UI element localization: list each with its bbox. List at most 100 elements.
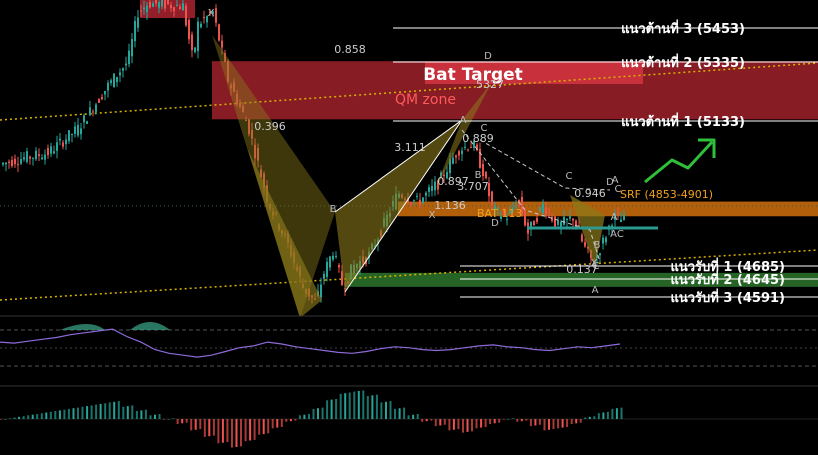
candle-body <box>59 138 61 141</box>
macd-bar <box>289 419 292 422</box>
candle-body <box>509 210 511 214</box>
macd-bar <box>548 419 550 430</box>
macd-bar <box>457 419 460 430</box>
macd-bar <box>163 419 165 420</box>
candle-body <box>437 180 439 190</box>
candle-body <box>470 147 472 149</box>
candle-body <box>419 199 421 205</box>
macd-bar <box>13 417 16 419</box>
bat-label: BAT 113 <box>477 207 522 220</box>
candle-body <box>560 221 562 227</box>
candle-body <box>125 63 127 66</box>
candle-body <box>101 96 103 100</box>
candle-body <box>212 11 214 14</box>
macd-bar <box>67 408 70 419</box>
macd-bar <box>380 402 383 419</box>
candle-body <box>191 34 193 51</box>
candle-body <box>164 0 166 9</box>
candle-body <box>569 216 571 219</box>
candle-body <box>431 185 433 191</box>
candle-body <box>11 159 13 167</box>
macd-bar <box>235 419 238 447</box>
resistance-label-1: แนวต้านที่ 3 (5453) <box>621 19 745 37</box>
candle-body <box>185 5 187 26</box>
macd-bar <box>471 419 473 432</box>
candle-body <box>416 195 418 197</box>
macd-bar <box>525 419 528 421</box>
candle-body <box>248 119 250 135</box>
candle-body <box>320 284 322 298</box>
macd-bar <box>303 414 306 419</box>
macd-bar <box>154 414 156 419</box>
candle-body <box>413 199 415 201</box>
macd-bar <box>262 419 265 435</box>
macd-bar <box>77 407 79 419</box>
candle-body <box>623 214 625 221</box>
candle-body <box>149 2 151 8</box>
macd-bar <box>18 416 21 419</box>
ratio-label: 5327 <box>476 78 504 91</box>
macd-bar <box>45 412 48 419</box>
pattern-point-label: B <box>594 240 601 251</box>
candle-body <box>2 162 4 165</box>
pattern-point-label: C <box>593 261 600 272</box>
macd-bar <box>167 419 170 420</box>
macd-bar <box>570 419 573 424</box>
candle-body <box>152 3 154 7</box>
candle-body <box>524 210 526 226</box>
macd-bar <box>81 406 84 419</box>
candle-body <box>50 146 52 154</box>
candle-body <box>143 7 145 10</box>
macd-bar <box>217 419 220 444</box>
macd-bar <box>543 419 546 431</box>
support-label-2: แนวรับที่ 2 (4645) <box>670 270 785 288</box>
candle-body <box>209 11 211 14</box>
macd-bar <box>335 399 338 419</box>
macd-bar <box>194 419 197 430</box>
macd-bar <box>253 419 256 440</box>
candle-body <box>554 216 556 227</box>
candle-body <box>575 220 577 228</box>
macd-bar <box>31 414 34 419</box>
macd-bar <box>602 412 605 419</box>
candle-body <box>221 40 223 48</box>
macd-bar <box>58 410 61 419</box>
macd-bar <box>421 419 424 422</box>
macd-bar <box>366 396 369 419</box>
candle-body <box>461 150 463 155</box>
macd-bar <box>117 401 120 419</box>
macd-bar <box>507 419 510 420</box>
candle-body <box>530 221 532 230</box>
candle-body <box>14 158 16 165</box>
qm-zone-label: QM zone <box>395 92 456 108</box>
macd-bar <box>240 419 242 447</box>
macd-bar <box>321 407 324 419</box>
candle-body <box>47 147 49 156</box>
candle-body <box>521 196 523 214</box>
candle-body <box>551 216 553 221</box>
macd-bar <box>584 417 587 419</box>
macd-bar <box>407 415 410 419</box>
macd-bar <box>276 419 279 428</box>
candle-body <box>119 72 121 76</box>
candle-body <box>233 82 235 92</box>
bat-pattern-left-body <box>212 35 335 318</box>
candle-body <box>80 128 82 135</box>
candle-body <box>329 256 331 268</box>
macd-bar <box>199 419 202 430</box>
candle-body <box>434 181 436 191</box>
candle-body <box>236 93 238 105</box>
macd-bar <box>534 419 537 426</box>
candle-body <box>44 154 46 160</box>
macd-bar <box>249 419 252 441</box>
candle-body <box>167 0 169 4</box>
macd-bar <box>63 409 66 419</box>
rsi-line <box>0 328 621 358</box>
macd-bar <box>502 419 505 420</box>
candle-body <box>446 171 448 179</box>
macd-pane <box>0 385 818 448</box>
bat-patterns-layer <box>212 35 658 318</box>
macd-bar <box>190 419 193 431</box>
srf-label: SRF (4853-4901) <box>620 188 713 201</box>
candle-body <box>617 213 619 215</box>
